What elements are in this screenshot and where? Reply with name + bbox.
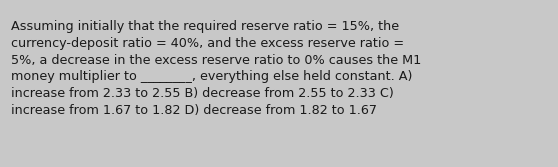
Text: Assuming initially that the required reserve ratio = 15%, the
currency-deposit r: Assuming initially that the required res… bbox=[11, 20, 421, 117]
